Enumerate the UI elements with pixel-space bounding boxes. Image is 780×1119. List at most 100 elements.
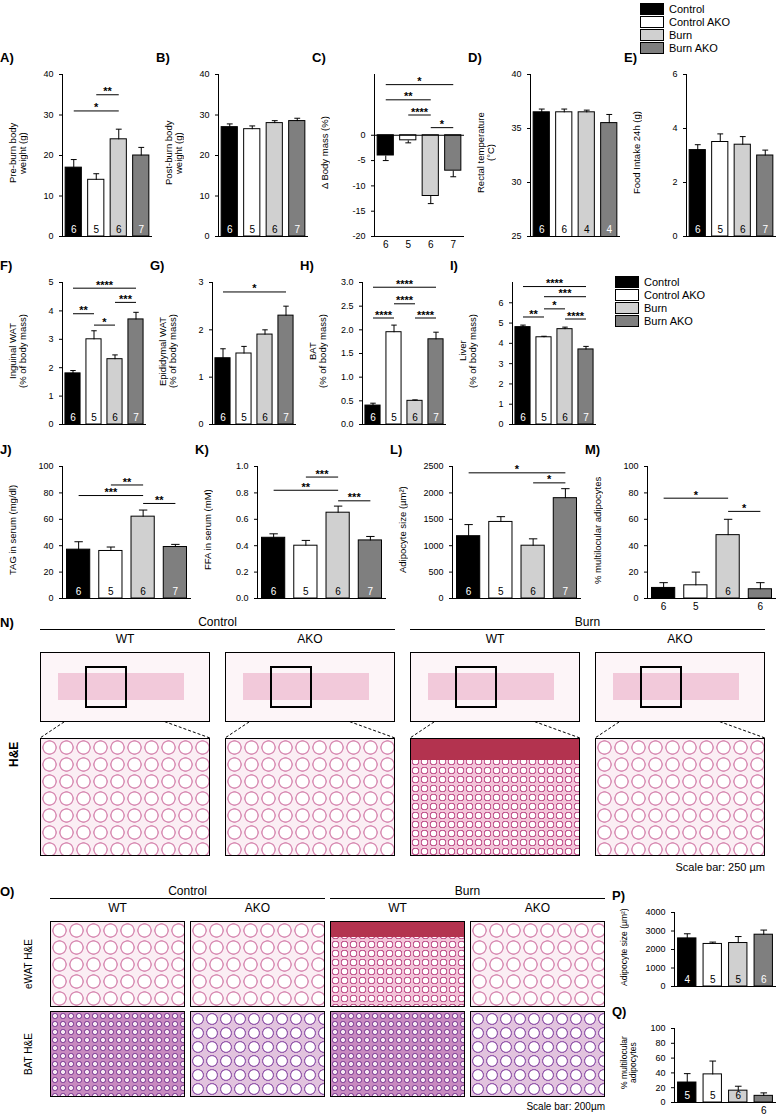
svg-text:6: 6	[466, 586, 472, 597]
svg-text:60: 60	[628, 514, 638, 524]
svg-text:**: **	[123, 476, 132, 488]
svg-text:2: 2	[672, 177, 677, 187]
svg-text:100: 100	[623, 461, 638, 471]
svg-text:7: 7	[583, 412, 589, 423]
svg-text:0: 0	[660, 1097, 665, 1107]
svg-text:**: **	[79, 304, 88, 316]
svg-text:80: 80	[43, 488, 53, 498]
svg-text:5: 5	[91, 412, 97, 423]
svg-text:3: 3	[48, 334, 53, 344]
svg-text:***: ***	[119, 293, 133, 305]
svg-text:6: 6	[70, 412, 76, 423]
svg-text:7: 7	[433, 412, 439, 423]
svg-text:5: 5	[108, 586, 114, 597]
svg-text:1500: 1500	[423, 514, 443, 524]
svg-text:40: 40	[43, 69, 53, 79]
svg-text:3000: 3000	[645, 926, 665, 936]
svg-text:-5: -5	[357, 155, 365, 165]
svg-text:0.8: 0.8	[236, 488, 249, 498]
svg-text:***: ***	[316, 468, 330, 480]
svg-text:****: ****	[567, 310, 585, 322]
svg-text:7: 7	[133, 412, 139, 423]
svg-text:6: 6	[761, 1105, 767, 1116]
svg-text:5: 5	[693, 601, 699, 612]
svg-text:1000: 1000	[645, 963, 665, 973]
svg-text:3: 3	[198, 277, 203, 287]
svg-text:1.0: 1.0	[341, 372, 354, 382]
svg-text:6: 6	[227, 224, 233, 235]
svg-text:40: 40	[199, 69, 209, 79]
svg-text:**: **	[302, 481, 311, 493]
svg-text:6: 6	[661, 601, 667, 612]
svg-text:6: 6	[520, 412, 526, 423]
svg-text:0: 0	[204, 231, 209, 241]
svg-text:*: *	[547, 473, 552, 485]
svg-text:**: **	[103, 85, 112, 97]
svg-text:6: 6	[725, 586, 731, 597]
svg-text:6: 6	[116, 224, 122, 235]
svg-text:40: 40	[511, 69, 521, 79]
svg-text:4: 4	[684, 974, 690, 985]
svg-text:20: 20	[655, 1083, 665, 1093]
svg-text:20: 20	[199, 150, 209, 160]
svg-text:60: 60	[655, 1053, 665, 1063]
svg-text:6: 6	[272, 224, 278, 235]
svg-text:0: 0	[672, 231, 677, 241]
svg-text:1: 1	[198, 372, 203, 382]
svg-text:2: 2	[48, 363, 53, 373]
svg-text:6: 6	[428, 239, 434, 250]
svg-text:*: *	[252, 282, 257, 294]
svg-text:6: 6	[383, 239, 389, 250]
svg-text:0.2: 0.2	[236, 567, 249, 577]
svg-text:4000: 4000	[645, 907, 665, 917]
svg-text:1: 1	[48, 391, 53, 401]
svg-text:-20: -20	[352, 231, 365, 241]
svg-text:6: 6	[112, 412, 118, 423]
svg-text:2.5: 2.5	[341, 301, 354, 311]
svg-text:****: ****	[411, 106, 429, 118]
svg-text:40: 40	[628, 541, 638, 551]
svg-text:4: 4	[606, 224, 612, 235]
svg-text:10: 10	[43, 191, 53, 201]
svg-text:5: 5	[241, 412, 247, 423]
svg-text:****: ****	[396, 294, 414, 306]
svg-text:1.5: 1.5	[341, 348, 354, 358]
svg-text:0: 0	[660, 981, 665, 991]
svg-text:80: 80	[628, 488, 638, 498]
svg-text:60: 60	[43, 514, 53, 524]
svg-text:5: 5	[498, 586, 504, 597]
svg-text:20: 20	[43, 150, 53, 160]
svg-text:5: 5	[48, 277, 53, 287]
svg-text:5: 5	[498, 318, 503, 328]
svg-text:7: 7	[450, 239, 456, 250]
svg-text:6: 6	[498, 298, 503, 308]
svg-text:500: 500	[428, 567, 443, 577]
svg-text:0: 0	[48, 593, 53, 603]
svg-text:6: 6	[262, 412, 268, 423]
svg-text:5: 5	[735, 974, 741, 985]
svg-text:1: 1	[498, 399, 503, 409]
svg-text:*: *	[515, 463, 520, 475]
svg-text:0: 0	[360, 130, 365, 140]
svg-text:6: 6	[71, 224, 77, 235]
svg-text:*: *	[102, 316, 107, 328]
svg-text:40: 40	[43, 541, 53, 551]
svg-text:5: 5	[717, 224, 723, 235]
svg-text:7: 7	[294, 224, 300, 235]
svg-text:7: 7	[138, 224, 144, 235]
svg-text:5: 5	[93, 224, 99, 235]
svg-text:**: **	[529, 308, 538, 320]
svg-text:5: 5	[391, 412, 397, 423]
svg-text:6: 6	[412, 412, 418, 423]
svg-text:6: 6	[740, 224, 746, 235]
svg-text:****: ****	[375, 309, 393, 321]
svg-text:0.0: 0.0	[236, 593, 249, 603]
svg-text:6: 6	[758, 601, 764, 612]
svg-text:*: *	[440, 118, 445, 130]
svg-text:*: *	[552, 299, 557, 311]
svg-text:7: 7	[563, 586, 569, 597]
svg-text:****: ****	[396, 278, 414, 290]
svg-text:30: 30	[511, 177, 521, 187]
svg-text:2500: 2500	[423, 461, 443, 471]
svg-text:6: 6	[672, 69, 677, 79]
